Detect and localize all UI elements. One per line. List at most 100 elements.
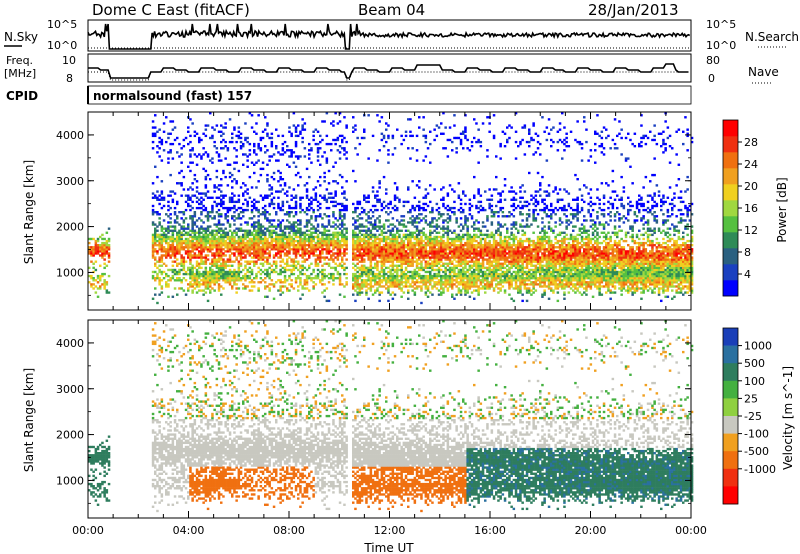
power-cell <box>431 252 434 255</box>
power-cell <box>378 254 381 257</box>
power-cell <box>103 248 106 251</box>
power-cell <box>444 126 447 129</box>
power-cell <box>184 217 188 220</box>
power-cell <box>497 244 500 247</box>
power-cell <box>429 248 432 251</box>
power-cell <box>501 250 505 253</box>
power-cell <box>453 268 456 272</box>
power-cell <box>486 217 489 220</box>
power-cell <box>424 235 428 239</box>
power-cell <box>248 244 252 247</box>
power-cell <box>323 180 326 183</box>
power-cell <box>468 256 472 259</box>
power-cell <box>391 260 395 263</box>
power-cell <box>231 248 234 251</box>
power-cell <box>338 145 342 148</box>
power-cell <box>286 254 289 257</box>
power-cell <box>323 283 326 286</box>
power-cell <box>360 268 364 272</box>
power-cell <box>418 256 421 259</box>
power-cell <box>435 258 439 261</box>
power-cell <box>396 235 399 239</box>
power-cell <box>189 277 192 280</box>
power-cell <box>336 241 340 245</box>
power-cell <box>457 281 461 284</box>
power-cell <box>259 281 263 284</box>
power-cell <box>396 274 399 278</box>
power-cell <box>400 237 403 241</box>
power-cell <box>367 229 370 232</box>
power-cell <box>237 136 241 140</box>
power-cell <box>156 239 159 243</box>
power-cell <box>288 231 291 234</box>
power-cell <box>204 235 208 239</box>
power-cell <box>103 281 106 284</box>
power-cell <box>310 217 313 220</box>
power-cell <box>160 196 164 199</box>
power-cell <box>202 289 205 292</box>
power-cell <box>365 241 368 245</box>
power-cell <box>200 225 203 228</box>
power-cell <box>292 233 296 237</box>
power-cell <box>200 227 203 230</box>
power-cell <box>213 223 216 226</box>
power-cell <box>182 260 186 263</box>
power-cell <box>380 285 384 288</box>
power-cell <box>253 241 256 245</box>
power-cell <box>407 260 410 263</box>
power-cell <box>424 246 428 249</box>
power-cell <box>103 279 106 282</box>
power-cell <box>319 206 322 210</box>
power-cell <box>211 272 214 276</box>
power-cell <box>356 153 359 156</box>
power-cell <box>418 180 421 183</box>
power-cell <box>286 279 289 282</box>
power-cell <box>94 250 98 253</box>
power-cell <box>180 244 183 247</box>
power-cell <box>305 268 309 272</box>
power-cell <box>389 260 392 263</box>
power-cell <box>415 266 419 270</box>
power-cell <box>440 258 443 261</box>
power-cell <box>158 239 161 243</box>
power-cell <box>173 250 177 253</box>
power-cell <box>488 248 491 251</box>
power-cell <box>358 200 362 204</box>
power-cell <box>497 268 500 272</box>
power-cell <box>497 281 500 284</box>
power-cell <box>402 260 406 263</box>
power-cell <box>191 291 194 294</box>
power-cell <box>338 151 342 154</box>
power-cell <box>107 291 111 294</box>
power-cell <box>316 264 320 267</box>
power-cell <box>371 270 375 274</box>
power-cell <box>310 237 313 241</box>
power-cell <box>237 239 241 243</box>
power-cell <box>455 239 458 243</box>
power-cell <box>422 217 425 220</box>
power-cell <box>220 237 223 241</box>
power-cell <box>222 252 225 255</box>
power-cell <box>457 262 461 265</box>
power-cell <box>378 120 381 123</box>
power-cell <box>250 252 254 255</box>
power-cell <box>396 229 399 232</box>
power-cell <box>343 248 346 251</box>
power-cell <box>437 254 441 257</box>
power-cell <box>462 252 465 255</box>
power-cell <box>257 254 260 257</box>
power-cell <box>453 213 456 216</box>
power-cell <box>299 244 302 247</box>
power-cell <box>404 256 408 259</box>
power-cell <box>481 266 485 270</box>
power-cell <box>411 134 414 138</box>
power-cell <box>374 274 377 278</box>
power-cell <box>314 192 318 195</box>
power-cell <box>444 246 447 249</box>
power-cell <box>250 231 254 234</box>
power-cell <box>94 279 98 282</box>
power-cell <box>431 248 434 251</box>
power-cell <box>211 252 214 255</box>
power-cell <box>270 186 274 189</box>
power-cell <box>167 132 170 135</box>
